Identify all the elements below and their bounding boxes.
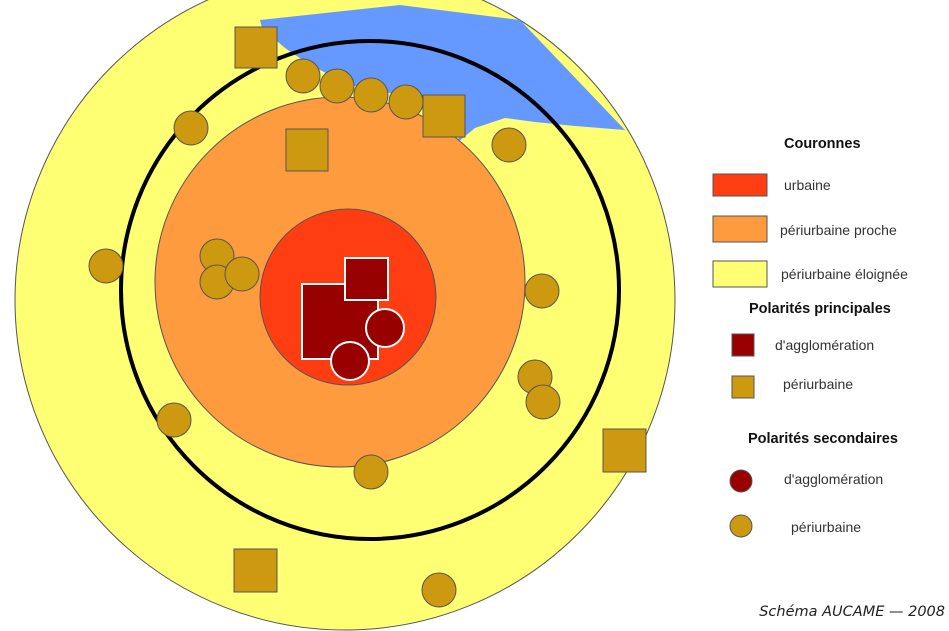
water-area xyxy=(260,5,625,142)
periurban-secondary-poles xyxy=(88,58,561,608)
periurban-main-pole xyxy=(233,548,278,593)
periurban-secondary-pole xyxy=(156,402,192,438)
legend-heading-couronnes: Couronnes xyxy=(784,136,861,152)
legend-label-principale-periurbaine: périurbaine xyxy=(783,376,853,392)
boundary-circle xyxy=(119,39,621,541)
credit-text: Schéma AUCAME — 2008 xyxy=(759,604,945,620)
legend-circle-periurbaine xyxy=(729,514,753,538)
periurban-main-pole xyxy=(234,26,278,69)
legend-heading-polarites-secondaires: Polarités secondaires xyxy=(748,431,898,447)
legend-square-periurbaine xyxy=(731,375,755,399)
periurban-main-poles xyxy=(233,26,647,593)
periurban-main-pole xyxy=(602,428,647,473)
legend-circle-agglomeration xyxy=(729,469,753,493)
legend-label-periurbaine-eloignee: périurbaine éloignée xyxy=(781,266,908,282)
agglo-secondary-pole xyxy=(365,308,405,348)
periurban-secondary-pole xyxy=(525,384,561,420)
periurban-secondary-pole xyxy=(285,58,321,94)
periurban-secondary-pole xyxy=(173,110,209,146)
legend-swatch-periurbaine-proche xyxy=(712,215,768,243)
periurban-secondary-pole xyxy=(353,77,389,113)
periurban-secondary-pole xyxy=(388,84,424,120)
legend-swatch-urbaine xyxy=(712,173,768,197)
legend-swatch-periurbaine-eloignee xyxy=(712,260,768,288)
legend-label-urbaine: urbaine xyxy=(784,177,831,193)
legend-label-principale-agglomeration: d'agglomération xyxy=(775,337,874,353)
periurban-secondary-pole xyxy=(224,256,260,292)
periurban-secondary-pole xyxy=(353,454,389,490)
periurban-secondary-pole xyxy=(421,572,457,608)
legend-heading-polarites-principales: Polarités principales xyxy=(749,301,891,317)
legend-label-secondaire-agglomeration: d'agglomération xyxy=(784,471,883,487)
periurban-main-pole xyxy=(422,94,466,138)
periurban-secondary-pole xyxy=(88,248,124,284)
periurban-secondary-pole xyxy=(524,273,560,309)
legend-square-agglomeration xyxy=(731,333,755,357)
legend-label-secondaire-periurbaine: périurbaine xyxy=(791,519,861,535)
periurban-secondary-pole xyxy=(491,127,527,163)
periurban-main-pole xyxy=(285,128,329,172)
periurban-secondary-pole xyxy=(319,68,355,104)
agglo-main-pole xyxy=(344,257,389,301)
agglo-secondary-pole xyxy=(330,341,370,381)
legend-label-periurbaine-proche: périurbaine proche xyxy=(780,222,897,238)
